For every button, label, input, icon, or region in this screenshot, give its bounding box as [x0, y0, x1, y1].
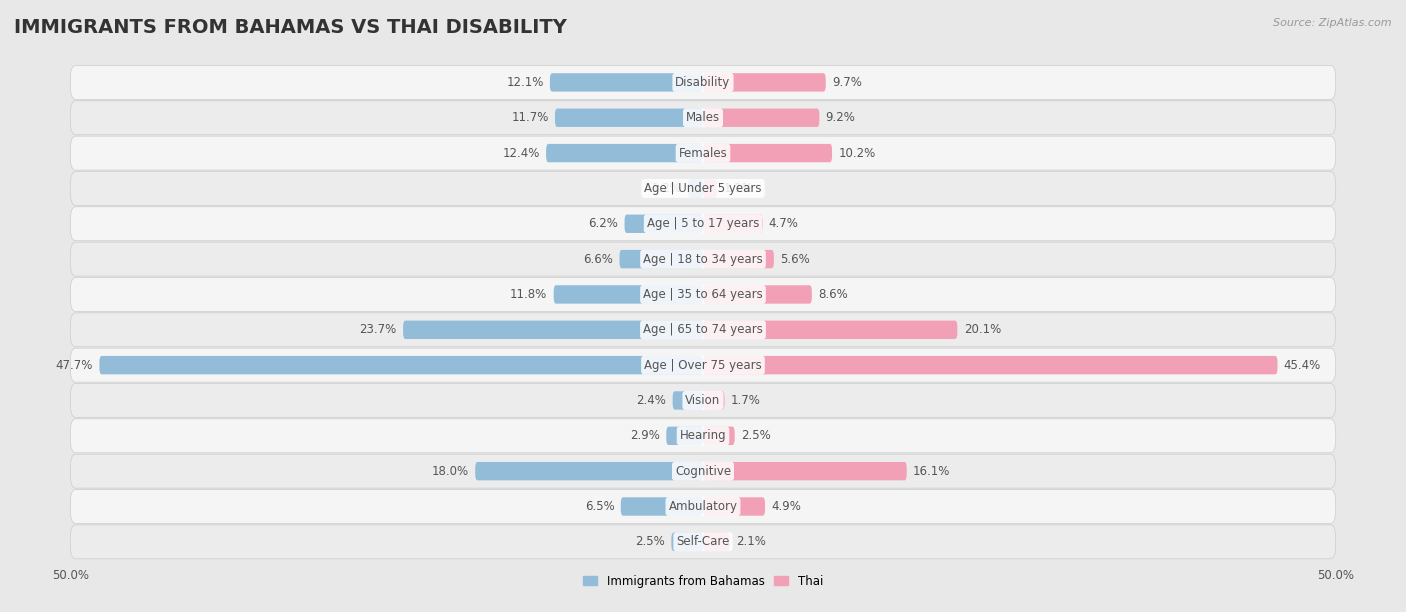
- FancyBboxPatch shape: [70, 525, 1336, 559]
- FancyBboxPatch shape: [70, 454, 1336, 488]
- FancyBboxPatch shape: [688, 179, 703, 198]
- Text: 45.4%: 45.4%: [1284, 359, 1322, 371]
- FancyBboxPatch shape: [554, 285, 703, 304]
- FancyBboxPatch shape: [703, 391, 724, 409]
- FancyBboxPatch shape: [70, 65, 1336, 99]
- FancyBboxPatch shape: [703, 108, 820, 127]
- Text: Hearing: Hearing: [679, 429, 727, 442]
- FancyBboxPatch shape: [703, 321, 957, 339]
- FancyBboxPatch shape: [555, 108, 703, 127]
- Text: Age | 65 to 74 years: Age | 65 to 74 years: [643, 323, 763, 336]
- FancyBboxPatch shape: [70, 101, 1336, 135]
- Text: IMMIGRANTS FROM BAHAMAS VS THAI DISABILITY: IMMIGRANTS FROM BAHAMAS VS THAI DISABILI…: [14, 18, 567, 37]
- FancyBboxPatch shape: [703, 498, 765, 516]
- FancyBboxPatch shape: [70, 277, 1336, 312]
- FancyBboxPatch shape: [703, 427, 734, 445]
- FancyBboxPatch shape: [703, 73, 825, 92]
- FancyBboxPatch shape: [703, 356, 1278, 375]
- FancyBboxPatch shape: [70, 242, 1336, 276]
- Text: 11.8%: 11.8%: [510, 288, 547, 301]
- Text: 23.7%: 23.7%: [360, 323, 396, 336]
- Text: 1.1%: 1.1%: [723, 182, 754, 195]
- FancyBboxPatch shape: [404, 321, 703, 339]
- FancyBboxPatch shape: [703, 179, 717, 198]
- FancyBboxPatch shape: [70, 490, 1336, 523]
- FancyBboxPatch shape: [703, 532, 730, 551]
- FancyBboxPatch shape: [620, 250, 703, 268]
- FancyBboxPatch shape: [672, 532, 703, 551]
- FancyBboxPatch shape: [546, 144, 703, 162]
- FancyBboxPatch shape: [703, 285, 811, 304]
- Text: 11.7%: 11.7%: [512, 111, 548, 124]
- Text: Age | 5 to 17 years: Age | 5 to 17 years: [647, 217, 759, 230]
- Legend: Immigrants from Bahamas, Thai: Immigrants from Bahamas, Thai: [578, 570, 828, 592]
- Text: Source: ZipAtlas.com: Source: ZipAtlas.com: [1274, 18, 1392, 28]
- Text: 2.1%: 2.1%: [735, 536, 766, 548]
- FancyBboxPatch shape: [100, 356, 703, 375]
- FancyBboxPatch shape: [672, 391, 703, 409]
- FancyBboxPatch shape: [70, 348, 1336, 382]
- Text: 1.7%: 1.7%: [731, 394, 761, 407]
- Text: 16.1%: 16.1%: [912, 465, 950, 477]
- Text: 12.4%: 12.4%: [502, 147, 540, 160]
- FancyBboxPatch shape: [70, 313, 1336, 347]
- Text: Males: Males: [686, 111, 720, 124]
- FancyBboxPatch shape: [666, 427, 703, 445]
- Text: Age | Under 5 years: Age | Under 5 years: [644, 182, 762, 195]
- Text: Self-Care: Self-Care: [676, 536, 730, 548]
- Text: 9.7%: 9.7%: [832, 76, 862, 89]
- Text: 6.2%: 6.2%: [588, 217, 619, 230]
- Text: 10.2%: 10.2%: [838, 147, 876, 160]
- Text: Disability: Disability: [675, 76, 731, 89]
- FancyBboxPatch shape: [70, 419, 1336, 453]
- Text: 8.6%: 8.6%: [818, 288, 848, 301]
- Text: 2.9%: 2.9%: [630, 429, 659, 442]
- Text: 18.0%: 18.0%: [432, 465, 468, 477]
- FancyBboxPatch shape: [70, 171, 1336, 206]
- Text: 4.9%: 4.9%: [772, 500, 801, 513]
- FancyBboxPatch shape: [70, 207, 1336, 241]
- FancyBboxPatch shape: [624, 215, 703, 233]
- FancyBboxPatch shape: [703, 215, 762, 233]
- Text: 12.1%: 12.1%: [506, 76, 544, 89]
- Text: Vision: Vision: [685, 394, 721, 407]
- Text: Ambulatory: Ambulatory: [668, 500, 738, 513]
- Text: 2.5%: 2.5%: [741, 429, 770, 442]
- Text: 1.2%: 1.2%: [651, 182, 682, 195]
- Text: Females: Females: [679, 147, 727, 160]
- Text: 47.7%: 47.7%: [56, 359, 93, 371]
- FancyBboxPatch shape: [703, 250, 773, 268]
- Text: 6.6%: 6.6%: [583, 253, 613, 266]
- Text: 6.5%: 6.5%: [585, 500, 614, 513]
- Text: 2.4%: 2.4%: [637, 394, 666, 407]
- FancyBboxPatch shape: [550, 73, 703, 92]
- Text: 5.6%: 5.6%: [780, 253, 810, 266]
- FancyBboxPatch shape: [703, 144, 832, 162]
- Text: 20.1%: 20.1%: [963, 323, 1001, 336]
- FancyBboxPatch shape: [475, 462, 703, 480]
- Text: Age | 18 to 34 years: Age | 18 to 34 years: [643, 253, 763, 266]
- FancyBboxPatch shape: [70, 384, 1336, 417]
- Text: Age | 35 to 64 years: Age | 35 to 64 years: [643, 288, 763, 301]
- Text: 2.5%: 2.5%: [636, 536, 665, 548]
- Text: Cognitive: Cognitive: [675, 465, 731, 477]
- Text: Age | Over 75 years: Age | Over 75 years: [644, 359, 762, 371]
- Text: 4.7%: 4.7%: [769, 217, 799, 230]
- FancyBboxPatch shape: [70, 136, 1336, 170]
- Text: 9.2%: 9.2%: [825, 111, 856, 124]
- FancyBboxPatch shape: [621, 498, 703, 516]
- FancyBboxPatch shape: [703, 462, 907, 480]
